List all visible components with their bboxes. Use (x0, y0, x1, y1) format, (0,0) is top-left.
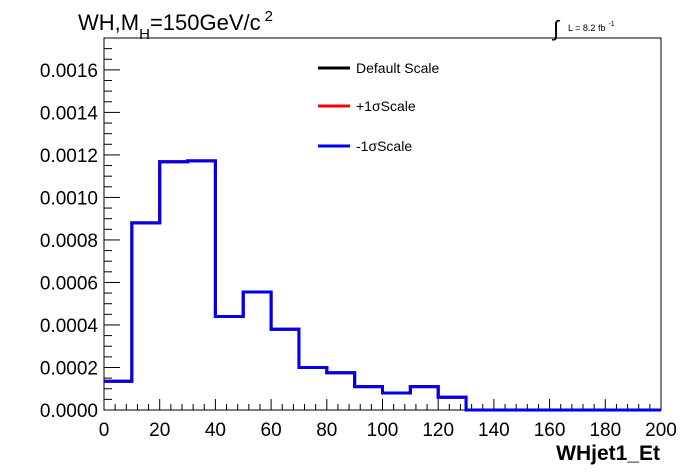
x-tick-label: 140 (478, 420, 510, 441)
legend-label: +1σScale (356, 98, 416, 114)
y-tick-label: 0.0006 (40, 273, 98, 294)
axes: 0 20 40 60 80 100 120 140 160 180 200 0.0000 0.0002 0… (40, 37, 677, 441)
legend: Default Scale +1σScale -1σScale (318, 60, 439, 154)
x-tick-label: 60 (261, 420, 282, 441)
x-tick-label: 40 (205, 420, 226, 441)
y-tick-label: 0.0010 (40, 188, 98, 209)
y-tick-label: 0.0002 (40, 358, 98, 379)
y-tick-label: 0.0000 (40, 401, 98, 422)
lumi-superscript: -1 (608, 21, 614, 28)
chart-title: WH,MH=150GeV/c 2 (78, 8, 273, 43)
legend-label: -1σScale (356, 138, 412, 154)
legend-label: Default Scale (356, 60, 439, 76)
lumi-integral-sign: ∫ (551, 16, 561, 41)
title-rest: =150GeV/c (150, 10, 261, 35)
series-layer (104, 159, 661, 412)
y-tick-label: 0.0014 (40, 103, 99, 124)
x-tick-label: 100 (367, 420, 399, 441)
y-tick-label: 0.0016 (40, 61, 98, 82)
x-tick-label: 120 (422, 420, 454, 441)
series-line-0 (104, 159, 661, 412)
title-main: WH,M (78, 10, 139, 35)
x-tick-label: 160 (534, 420, 566, 441)
series-line-2 (104, 159, 661, 412)
y-tick-label: 0.0008 (40, 231, 98, 252)
lumi-label: L = 8.2 fb -1 (568, 21, 615, 33)
plot-frame (103, 37, 662, 411)
title-subscript: H (139, 26, 150, 43)
x-tick-label: 180 (589, 420, 621, 441)
title-superscript: 2 (265, 8, 273, 25)
x-tick-label: 80 (316, 420, 337, 441)
x-tick-label: 20 (149, 420, 170, 441)
x-tick-label: 200 (645, 420, 677, 441)
series-line-1 (104, 159, 661, 412)
lumi-text: L = 8.2 fb (568, 23, 605, 33)
x-tick-label: 0 (99, 420, 110, 441)
x-axis-title: WHjet1_Et (556, 442, 660, 465)
y-tick-label: 0.0004 (40, 316, 99, 337)
y-tick-label: 0.0012 (40, 146, 98, 167)
